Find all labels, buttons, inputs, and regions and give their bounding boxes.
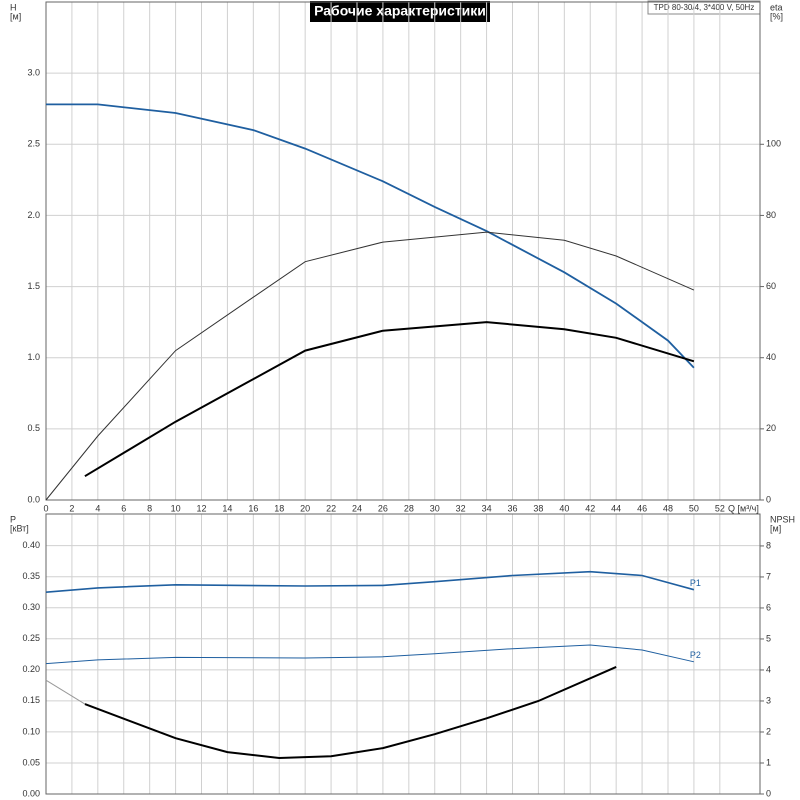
y-tick-label: 0.10 — [22, 726, 40, 736]
y2-tick-label: 7 — [766, 571, 771, 581]
y2-axis-label: NPSH — [770, 514, 795, 524]
series-line — [84, 665, 617, 760]
x-tick-label: 0 — [43, 503, 48, 513]
y-tick-label: 0.5 — [27, 423, 40, 433]
x-tick-label: 16 — [248, 503, 258, 513]
y2-tick-label: 0 — [766, 494, 771, 504]
y-tick-label: 0.35 — [22, 571, 40, 581]
y-tick-label: 0.30 — [22, 602, 40, 612]
pump-info: TPD 80-30/4, 3*400 V, 50Hz — [654, 3, 755, 12]
x-tick-label: 44 — [611, 503, 621, 513]
plot-frame — [45, 1, 761, 501]
x-tick-label: 50 — [689, 503, 699, 513]
x-tick-label: 32 — [456, 503, 466, 513]
y2-tick-label: 20 — [766, 423, 776, 433]
x-tick-label: 20 — [300, 503, 310, 513]
y2-tick-label: 8 — [766, 540, 771, 550]
x-tick-label: 2 — [69, 503, 74, 513]
y-axis-label: H — [10, 2, 17, 12]
y-tick-label: 1.0 — [27, 352, 40, 362]
y2-axis-unit: [м] — [770, 523, 781, 533]
y2-tick-label: 0 — [766, 788, 771, 798]
title-box — [310, 1, 490, 22]
y-tick-label: 1.5 — [27, 281, 40, 291]
y2-tick-label: 5 — [766, 633, 771, 643]
x-tick-label: 24 — [352, 503, 362, 513]
series-line — [45, 231, 695, 501]
x-tick-label: 26 — [378, 503, 388, 513]
x-tick-label: 38 — [533, 503, 543, 513]
x-tick-label: 8 — [147, 503, 152, 513]
series-line — [84, 321, 695, 478]
y-tick-label: 2.0 — [27, 210, 40, 220]
y-tick-label: 0.40 — [22, 540, 40, 550]
y-tick-label: 0.25 — [22, 633, 40, 643]
y-tick-label: 0.15 — [22, 695, 40, 705]
x-tick-label: 42 — [585, 503, 595, 513]
y2-tick-label: 100 — [766, 139, 781, 149]
y2-axis-unit: [%] — [770, 11, 783, 21]
series-label: P1 — [690, 578, 701, 588]
x-tick-label: 14 — [222, 503, 232, 513]
y2-tick-label: 1 — [766, 757, 771, 767]
series-label: P2 — [690, 650, 701, 660]
y2-tick-label: 4 — [766, 664, 771, 674]
x-tick-label: 36 — [507, 503, 517, 513]
x-axis-label: Q [м³/ч] — [728, 503, 759, 513]
y-tick-label: 0.0 — [27, 494, 40, 504]
series-line — [45, 679, 86, 705]
y-tick-label: 0.00 — [22, 788, 40, 798]
x-tick-label: 22 — [326, 503, 336, 513]
x-tick-label: 18 — [274, 503, 284, 513]
y-axis-unit: [кВт] — [10, 523, 29, 533]
y-tick-label: 3.0 — [27, 68, 40, 78]
y2-tick-label: 40 — [766, 352, 776, 362]
y2-axis-label: eta — [770, 2, 783, 12]
y-tick-label: 2.5 — [27, 139, 40, 149]
y-axis-label: P — [10, 514, 16, 524]
y2-tick-label: 6 — [766, 602, 771, 612]
x-tick-label: 4 — [95, 503, 100, 513]
y-tick-label: 0.05 — [22, 757, 40, 767]
y-tick-label: 0.20 — [22, 664, 40, 674]
x-tick-label: 12 — [196, 503, 206, 513]
plot-frame — [45, 513, 761, 795]
x-tick-label: 10 — [171, 503, 181, 513]
chart-title: Рабочие характеристики — [314, 3, 486, 19]
x-tick-label: 30 — [430, 503, 440, 513]
y2-tick-label: 2 — [766, 726, 771, 736]
y2-tick-label: 60 — [766, 281, 776, 291]
series-line — [45, 570, 695, 593]
x-tick-label: 34 — [482, 503, 492, 513]
x-tick-label: 52 — [715, 503, 725, 513]
x-tick-label: 48 — [663, 503, 673, 513]
y-axis-unit: [м] — [10, 11, 21, 21]
y2-tick-label: 3 — [766, 695, 771, 705]
x-tick-label: 40 — [559, 503, 569, 513]
y2-tick-label: 80 — [766, 210, 776, 220]
series-line — [46, 103, 695, 369]
x-tick-label: 46 — [637, 503, 647, 513]
series-line — [45, 644, 695, 665]
x-tick-label: 6 — [121, 503, 126, 513]
x-tick-label: 28 — [404, 503, 414, 513]
